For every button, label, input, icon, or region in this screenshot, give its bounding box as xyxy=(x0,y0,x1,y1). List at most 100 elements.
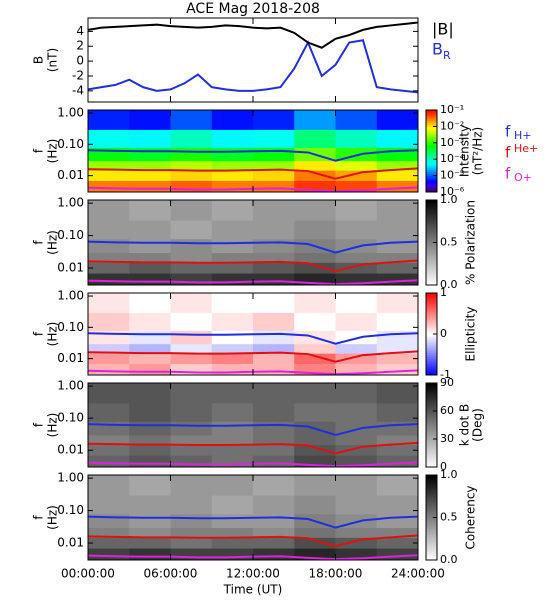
colorbar-swatch xyxy=(426,464,437,468)
colorbar-swatch xyxy=(426,500,437,504)
heatmap-cell xyxy=(335,343,378,354)
legend-label: f xyxy=(505,144,511,162)
heatmap-cell xyxy=(88,110,130,130)
colorbar-swatch xyxy=(426,212,437,216)
data-line xyxy=(87,39,419,94)
colorbar-swatch xyxy=(426,395,437,399)
colorbar-swatch xyxy=(426,155,437,158)
chart-title: ACE Mag 2018-208 xyxy=(186,1,320,17)
heatmap-cell xyxy=(170,262,213,274)
colorbar-swatch xyxy=(426,557,437,561)
colorbar-swatch xyxy=(426,161,437,164)
colorbar-tick-label: 0.0 xyxy=(440,278,458,291)
colorbar-swatch xyxy=(426,327,437,331)
colorbar-swatch xyxy=(426,443,437,447)
y-tick-label: 0.01 xyxy=(57,351,84,365)
gyro-line xyxy=(87,259,419,273)
heatmap-cell xyxy=(335,170,378,181)
colorbar-swatch xyxy=(426,303,437,306)
gyro-line xyxy=(87,423,419,436)
colorbar-swatch xyxy=(426,124,437,127)
heatmap-cell xyxy=(294,444,336,456)
x-tick-label: 12:00:00 xyxy=(226,567,280,581)
colorbar-swatch xyxy=(426,244,437,248)
colorbar-swatch xyxy=(426,116,437,119)
colorbar-swatch xyxy=(426,532,437,535)
colorbar-swatch xyxy=(426,408,437,411)
y-tick-label: 0.01 xyxy=(57,536,84,550)
colorbar-swatch xyxy=(426,251,437,254)
colorbar-swatch xyxy=(426,204,437,207)
colorbar-label: % Polarization xyxy=(464,200,478,285)
heatmap-cell xyxy=(211,548,254,561)
heatmap-cell xyxy=(211,160,254,171)
heatmap-cell xyxy=(253,147,295,162)
colorbar-swatch xyxy=(426,530,437,533)
colorbar-swatch xyxy=(426,242,437,246)
legend-label: f xyxy=(505,123,511,141)
colorbar-swatch xyxy=(426,311,437,314)
heatmap-cell xyxy=(129,537,171,549)
heatmap-cell xyxy=(170,434,213,446)
heatmap-cell xyxy=(253,180,295,193)
gyro-line xyxy=(87,167,419,180)
heatmap-cell xyxy=(129,180,171,193)
colorbar-swatch xyxy=(426,342,437,345)
heatmap-cell xyxy=(211,252,254,263)
heatmap-cell xyxy=(253,475,295,496)
colorbar-swatch xyxy=(426,138,437,142)
heatmap-cell xyxy=(170,353,213,364)
colorbar-swatch xyxy=(426,360,437,364)
colorbar-swatch xyxy=(426,114,437,117)
heatmap-cell xyxy=(211,455,254,468)
heatmap-cell xyxy=(129,330,171,345)
heatmap-cell xyxy=(294,383,336,404)
heatmap-cell xyxy=(170,273,213,286)
colorbar-swatch xyxy=(426,509,437,512)
colorbar-swatch xyxy=(426,420,437,424)
heatmap-cell xyxy=(211,444,254,456)
colorbar-swatch xyxy=(426,246,437,250)
colorbar-swatch xyxy=(426,144,437,148)
heatmap-cell xyxy=(170,330,213,345)
heatmap-cell xyxy=(211,220,254,240)
heatmap-cell xyxy=(335,495,378,515)
colorbar-swatch xyxy=(426,309,437,312)
colorbar-swatch xyxy=(426,547,437,550)
heatmap-cell xyxy=(170,147,213,162)
colorbar-swatch xyxy=(426,352,437,355)
heatmap-cell xyxy=(129,495,171,515)
colorbar-tick-label: 60 xyxy=(440,404,454,417)
heatmap-cell xyxy=(88,434,130,446)
colorbar-tick-label: 0.0 xyxy=(440,553,458,566)
colorbar-swatch xyxy=(426,399,437,403)
heatmap-cell xyxy=(253,495,295,515)
heatmap-cell xyxy=(253,129,295,148)
colorbar-tick-label: 1.0 xyxy=(440,193,458,206)
y-axis-label: f xyxy=(32,422,46,427)
heatmap-cell xyxy=(170,495,213,515)
heatmap-cell xyxy=(129,343,171,354)
colorbar-swatch xyxy=(426,295,437,298)
heatmap-cell xyxy=(253,238,295,254)
colorbar-swatch xyxy=(426,238,437,241)
heatmap-cell xyxy=(211,537,254,549)
y-tick-label: 1.00 xyxy=(57,379,84,393)
colorbar-swatch xyxy=(426,253,437,256)
heatmap-cell xyxy=(335,444,378,456)
heatmap-cell xyxy=(211,434,254,446)
heatmap-cell xyxy=(376,495,419,515)
heatmap-cell xyxy=(88,312,130,331)
colorbar-swatch xyxy=(426,429,437,432)
heatmap-cell xyxy=(376,527,419,538)
colorbar-swatch xyxy=(426,214,437,218)
colorbar-swatch xyxy=(426,487,437,491)
heatmap-cell xyxy=(170,444,213,456)
colorbar-swatch xyxy=(426,383,437,386)
heatmap-cell xyxy=(253,383,295,404)
heatmap-cell xyxy=(211,200,254,221)
heatmap-cell xyxy=(335,527,378,538)
heatmap-cell xyxy=(170,238,213,254)
y-tick-label: 2 xyxy=(76,39,84,53)
heatmap-cell xyxy=(376,220,419,240)
